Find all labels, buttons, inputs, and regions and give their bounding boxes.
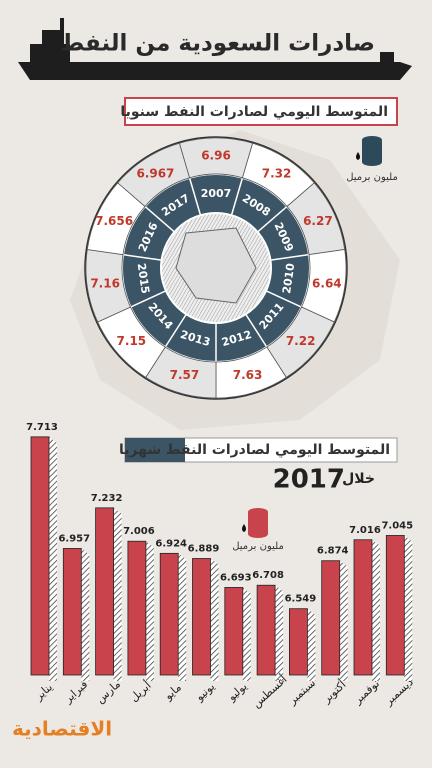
value-label: 6.693 [220, 572, 252, 583]
value-label: 6.96 [201, 149, 231, 163]
bar-shadow [339, 560, 348, 681]
bar-shadow [81, 548, 90, 681]
banner-accent [125, 438, 185, 462]
value-label: 7.16 [90, 276, 120, 290]
bar-shadow [178, 553, 187, 681]
value-label: 6.967 [136, 166, 174, 180]
value-label: 6.957 [58, 533, 90, 544]
bar-shadow [242, 587, 251, 681]
bar-shadow [145, 541, 154, 681]
bar-shadow [275, 585, 284, 681]
year-label: 2015 [135, 262, 152, 294]
bar-shadow [307, 608, 316, 681]
value-label: 7.232 [91, 493, 123, 504]
value-label: 7.713 [26, 422, 58, 433]
value-label: 6.889 [188, 544, 220, 555]
bar-shadow [372, 539, 380, 681]
banner [124, 97, 398, 126]
divider [165, 313, 187, 347]
divider [245, 313, 267, 347]
bar [159, 552, 179, 676]
chart-title: المتوسط اليومي لصادرات النفط سنويا [120, 104, 388, 120]
bar [192, 558, 211, 676]
value-label: 6.27 [303, 214, 333, 228]
unit-label: مليون برميل [346, 172, 398, 183]
value-label: 7.22 [286, 334, 316, 348]
value-label: 7.016 [349, 525, 381, 536]
divider [230, 178, 243, 216]
year-label: 2017 [273, 465, 345, 495]
bar-shadow [49, 436, 57, 681]
segment [117, 142, 191, 208]
subtitle: خلال [342, 471, 375, 487]
divider [131, 290, 167, 308]
value-label: 7.006 [123, 526, 155, 537]
brand-logo: الاقتصادية [12, 717, 112, 741]
barrel-icon [356, 136, 382, 166]
bar-shadow [404, 535, 413, 681]
year-label: 2010 [280, 262, 297, 294]
ship [18, 18, 412, 80]
bar-shadow [113, 507, 122, 681]
year-label: 2007 [201, 187, 232, 200]
bar [353, 539, 373, 676]
bar [30, 436, 50, 676]
bar [256, 584, 276, 676]
value-label: 6.874 [317, 546, 349, 557]
bar [95, 507, 114, 676]
divider [270, 254, 309, 261]
bar [62, 548, 82, 676]
value-label: 7.63 [233, 368, 263, 382]
divider [123, 254, 162, 261]
unit-label: مليون برميل [232, 541, 284, 552]
value-label: 6.64 [312, 276, 342, 290]
bar [288, 608, 308, 676]
value-label: 7.656 [95, 214, 133, 228]
value-label: 6.549 [285, 594, 317, 605]
main-title: صادرات السعودية من النفط [60, 31, 375, 57]
divider [145, 206, 175, 233]
value-label: 7.32 [262, 166, 292, 180]
value-label: 7.045 [381, 520, 413, 531]
chart-title: المتوسط اليومي لصادرات النفط شهريا [119, 442, 390, 458]
bar [224, 587, 244, 676]
divider [265, 290, 301, 308]
bar [127, 540, 147, 676]
bar [385, 535, 405, 676]
value-label: 6.924 [155, 538, 187, 549]
bar-shadow [210, 558, 219, 681]
value-label: 7.15 [117, 334, 147, 348]
value-label: 7.57 [170, 368, 200, 382]
barrel-icon [242, 508, 268, 538]
divider [189, 178, 202, 216]
map-outline [175, 227, 257, 304]
divider [257, 206, 287, 233]
bar [321, 560, 341, 676]
value-label: 6.708 [252, 570, 284, 581]
